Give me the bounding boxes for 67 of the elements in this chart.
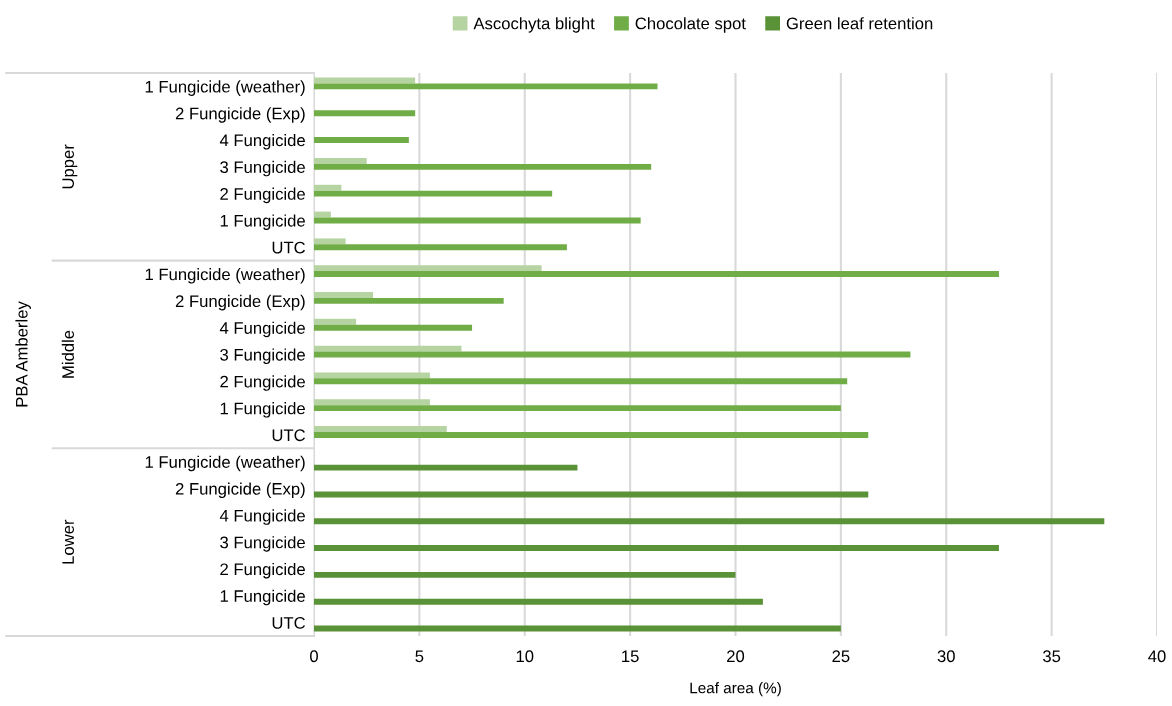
legend-label: Chocolate spot	[635, 17, 746, 33]
bar	[314, 405, 841, 412]
bar	[314, 137, 409, 143]
x-tick-label: 40	[1148, 650, 1166, 663]
bar	[314, 545, 999, 552]
y-tick-label: 1 Fungicide	[220, 402, 305, 418]
bar	[314, 110, 416, 117]
bar	[314, 244, 567, 251]
bar	[314, 292, 374, 298]
bar	[314, 431, 869, 438]
y-tick-label: 2 Fungicide	[220, 375, 305, 391]
bar	[314, 426, 447, 432]
y-tick-label: 4 Fungicide	[219, 321, 305, 338]
x-tick-label: 5	[415, 650, 424, 663]
y-tick-label: 2 Fungicide (Exp)	[175, 482, 305, 499]
legend-label: Green leaf retention	[786, 17, 933, 30]
y-tick-label: 3 Fungicide	[220, 536, 305, 552]
y-tick-label: 1 Fungicide (weather)	[145, 455, 305, 472]
legend-label: Ascochyta blight	[473, 17, 595, 33]
y-tick-label: 3 Fungicide	[220, 160, 305, 177]
x-axis-title: Leaf area (%)	[690, 682, 781, 697]
y-tick-label: 1 Fungicide	[220, 589, 305, 606]
x-tick-label: 35	[1042, 650, 1061, 663]
bar	[314, 518, 1105, 525]
y-tick-label: 1 Fungicide (weather)	[145, 268, 305, 284]
y-tick-label: UTC	[272, 241, 306, 254]
bar	[314, 598, 763, 605]
bar	[314, 399, 430, 406]
bar	[314, 238, 346, 245]
y-tick-label: 1 Fungicide (weather)	[145, 80, 305, 96]
y-tick-label: 2 Fungicide (Exp)	[175, 294, 305, 311]
bar	[314, 372, 430, 379]
x-tick-label: 15	[622, 650, 639, 663]
bar	[314, 345, 462, 352]
x-tick-label: 0	[310, 650, 318, 663]
y-tick-label: 4 Fungicide	[219, 133, 305, 150]
y-tick-label: 2 Fungicide (Exp)	[175, 107, 305, 123]
bar	[314, 83, 658, 90]
bar	[314, 378, 848, 385]
x-tick-label: 20	[727, 650, 745, 663]
bar	[314, 297, 504, 304]
y-tick-label: 3 Fungicide	[220, 348, 305, 364]
y-tick-label: 4 Fungicide	[219, 509, 305, 525]
bar	[314, 190, 553, 197]
bar	[314, 324, 473, 331]
y-tick-label: UTC	[272, 617, 306, 629]
bar	[314, 318, 357, 325]
bar	[314, 491, 869, 498]
text: Lower	[62, 519, 74, 564]
bar	[314, 571, 736, 578]
bar	[314, 157, 367, 164]
bar	[314, 265, 542, 272]
bar	[314, 271, 999, 278]
x-tick-label: 30	[937, 650, 955, 663]
bar	[314, 464, 578, 471]
bar	[314, 184, 342, 191]
y-tick-label: 2 Fungicide	[220, 187, 305, 204]
bar	[314, 211, 331, 218]
x-tick-label: 25	[832, 650, 850, 663]
bar	[314, 163, 652, 170]
y-tick-label: 2 Fungicide	[220, 562, 305, 579]
y-tick-label: UTC	[272, 429, 306, 442]
text: PBA Amberley	[15, 301, 31, 407]
x-tick-label: 10	[516, 650, 534, 663]
y-tick-label: 1 Fungicide	[220, 214, 305, 230]
text: Middle	[61, 330, 74, 378]
text: Upper	[62, 144, 78, 189]
